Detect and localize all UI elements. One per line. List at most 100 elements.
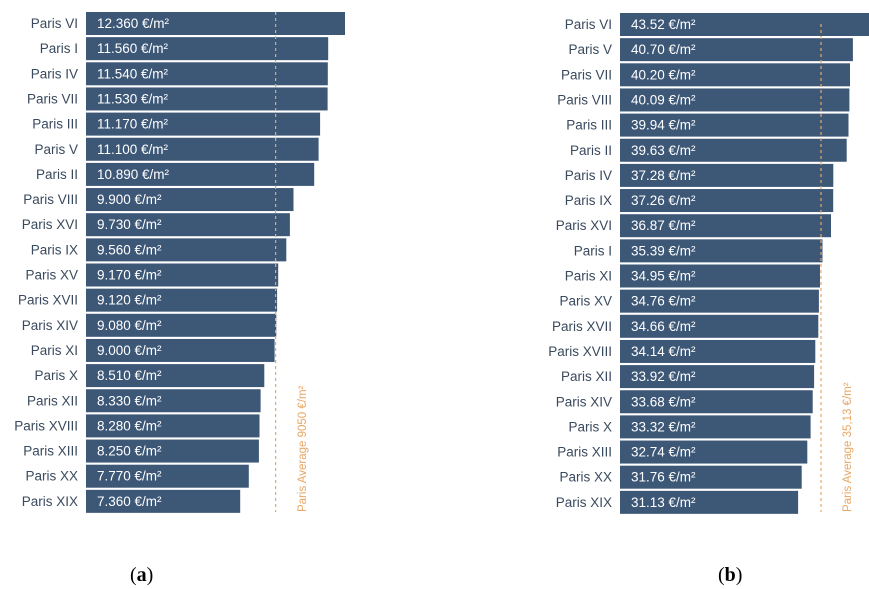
category-label: Paris XX	[25, 469, 78, 484]
category-label: Paris VI	[31, 16, 78, 31]
category-label: Paris XIII	[23, 444, 78, 459]
bar	[86, 414, 260, 438]
category-label: Paris VII	[561, 67, 612, 82]
value-label: 11.530 €/m²	[97, 91, 169, 106]
bar	[86, 263, 279, 287]
panel-a-chart: Paris VI 12.360 €/m² Paris I 11.560 €/m² Par…	[14, 12, 345, 513]
panel-b-chart: Paris VI 43.52 €/m² Paris V 40.70 €/m² Paris…	[548, 13, 869, 514]
category-label: Paris IV	[565, 168, 612, 183]
bar	[620, 189, 834, 213]
category-label: Paris I	[574, 243, 612, 258]
value-label: 34.95 €/m²	[631, 269, 696, 284]
value-label: 9.560 €/m²	[97, 242, 162, 257]
bar	[86, 37, 329, 61]
category-label: Paris VIII	[23, 192, 78, 207]
bar	[86, 162, 315, 186]
category-label: Paris I	[40, 41, 78, 56]
bar	[86, 288, 278, 312]
bar	[86, 313, 277, 337]
category-label: Paris XVIII	[14, 418, 78, 433]
value-label: 9.000 €/m²	[97, 343, 162, 358]
bar	[86, 112, 321, 136]
category-label: Paris XVII	[552, 319, 612, 334]
bar	[620, 138, 847, 162]
bar	[620, 365, 815, 389]
value-label: 10.890 €/m²	[97, 167, 170, 182]
value-label: 33.68 €/m²	[631, 394, 696, 409]
bar	[620, 490, 799, 514]
category-label: Paris XII	[27, 393, 78, 408]
bar	[620, 239, 823, 263]
value-label: 7.770 €/m²	[97, 469, 162, 484]
bar	[620, 440, 808, 464]
bar	[86, 464, 249, 488]
category-label: Paris X	[568, 419, 612, 434]
category-label: Paris XVI	[556, 218, 612, 233]
category-label: Paris VII	[27, 91, 78, 106]
category-label: Paris XVII	[18, 293, 78, 308]
value-label: 8.280 €/m²	[97, 418, 162, 433]
bar	[86, 364, 265, 388]
average-label: Paris Average 9050 €/m²	[297, 385, 309, 512]
value-label: 39.63 €/m²	[631, 143, 696, 158]
category-label: Paris XI	[31, 343, 78, 358]
bar	[620, 214, 831, 238]
category-label: Paris XIII	[557, 445, 612, 460]
category-label: Paris II	[36, 167, 78, 182]
category-label: Paris XII	[561, 369, 612, 384]
category-label: Paris IX	[565, 193, 612, 208]
value-label: 32.74 €/m²	[631, 445, 696, 460]
bar	[86, 238, 287, 262]
value-label: 34.76 €/m²	[631, 294, 696, 309]
bar	[620, 314, 819, 338]
bar	[86, 389, 261, 413]
value-label: 9.900 €/m²	[97, 192, 162, 207]
bar	[86, 213, 290, 237]
panel-letter-a: a	[136, 564, 147, 586]
value-label: 8.250 €/m²	[97, 444, 162, 459]
category-label: Paris XI	[565, 269, 612, 284]
value-label: 36.87 €/m²	[631, 218, 696, 233]
bar	[620, 264, 820, 288]
bar	[86, 338, 275, 362]
category-label: Paris XVI	[22, 217, 78, 232]
bar	[620, 38, 853, 62]
category-label: Paris III	[566, 118, 612, 133]
value-label: 43.52 €/m²	[631, 17, 696, 32]
value-label: 33.32 €/m²	[631, 419, 696, 434]
category-label: Paris II	[570, 143, 612, 158]
category-label: Paris VIII	[557, 92, 612, 107]
category-label: Paris XIX	[22, 494, 78, 509]
category-label: Paris V	[568, 42, 612, 57]
value-label: 9.730 €/m²	[97, 217, 162, 232]
category-label: Paris VI	[565, 17, 612, 32]
bar	[620, 339, 816, 363]
value-label: 31.76 €/m²	[631, 470, 696, 485]
bar	[86, 62, 328, 86]
value-label: 12.360 €/m²	[97, 16, 170, 31]
value-label: 8.510 €/m²	[97, 368, 162, 383]
value-label: 31.13 €/m²	[631, 495, 696, 510]
bar	[620, 390, 813, 414]
average-label: Paris Average 35,13 €/m²	[842, 382, 854, 512]
value-label: 40.20 €/m²	[631, 67, 696, 82]
value-label: 11.170 €/m²	[97, 117, 169, 132]
bar	[620, 289, 819, 313]
bar	[86, 439, 259, 463]
category-label: Paris XVIII	[548, 344, 612, 359]
category-label: Paris III	[32, 117, 78, 132]
value-label: 37.28 €/m²	[631, 168, 696, 183]
bar	[620, 163, 834, 187]
value-label: 35.39 €/m²	[631, 243, 696, 258]
bar	[620, 63, 850, 87]
value-label: 34.66 €/m²	[631, 319, 696, 334]
value-label: 9.080 €/m²	[97, 318, 162, 333]
value-label: 37.26 €/m²	[631, 193, 696, 208]
panel-letter-b: b	[724, 564, 736, 586]
category-label: Paris XX	[559, 470, 612, 485]
bar	[620, 415, 811, 439]
category-label: Paris XIV	[22, 318, 78, 333]
value-label: 9.170 €/m²	[97, 268, 162, 283]
bar	[86, 188, 294, 212]
value-label: 33.92 €/m²	[631, 369, 696, 384]
